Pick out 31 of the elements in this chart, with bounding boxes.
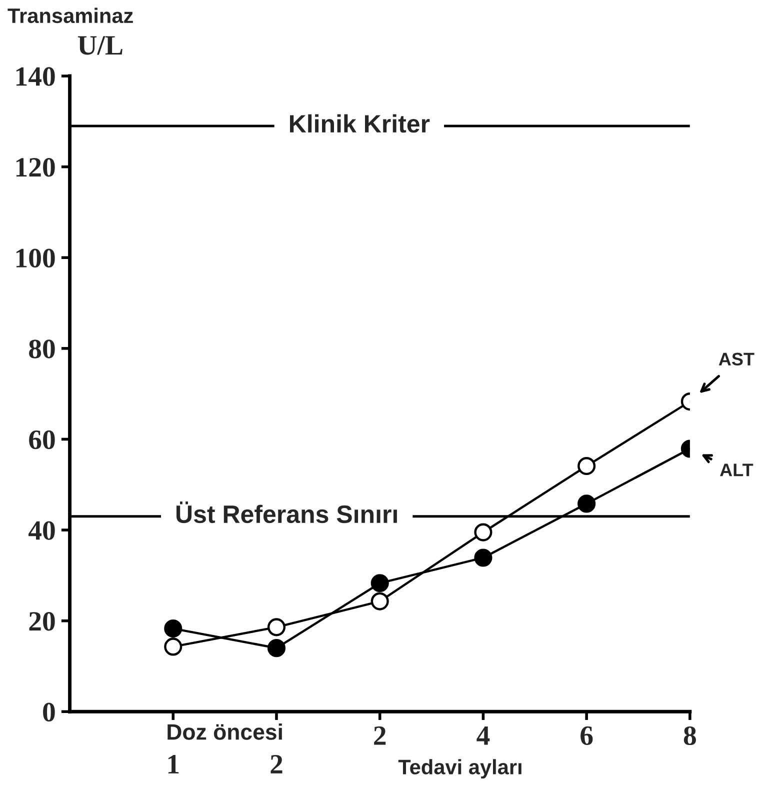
y-tick-label: 80 xyxy=(29,340,55,358)
point xyxy=(474,548,492,567)
y-tick-label: 140 xyxy=(16,67,55,86)
point xyxy=(267,618,286,636)
x-tick-label: 2 xyxy=(270,754,282,774)
text: AST xyxy=(718,352,754,366)
point xyxy=(164,620,182,638)
ref-line-label: Üst Referans Sınırı xyxy=(176,502,397,524)
x-tick-label: 8 xyxy=(684,726,696,746)
x-tick-label: 2 xyxy=(374,726,386,745)
y-tick-label: 20 xyxy=(29,612,55,631)
ref-line-label: Klinik Kriter xyxy=(290,114,430,133)
x-tick-label: 1 xyxy=(168,755,179,774)
point xyxy=(474,523,492,542)
point xyxy=(578,494,596,513)
legend-label: ALT xyxy=(720,464,754,476)
y-tick-label: 0 xyxy=(43,702,55,722)
point xyxy=(370,592,389,610)
x-tick-label: 6 xyxy=(580,726,593,746)
point xyxy=(578,456,596,476)
y-tick-label: 100 xyxy=(16,248,55,268)
point xyxy=(267,639,286,658)
x-axis-title: Tedavi ayları xyxy=(398,759,522,779)
y-tick-label: 60 xyxy=(29,430,55,450)
point xyxy=(164,638,182,656)
x-tick-label: 4 xyxy=(476,726,490,745)
y-tick-label: 40 xyxy=(28,521,55,540)
text: Doz öncesi xyxy=(168,724,282,740)
y-axis-title: Transaminaz U/L xyxy=(8,8,133,55)
y-tick-label: 120 xyxy=(16,158,55,177)
point xyxy=(370,574,389,592)
